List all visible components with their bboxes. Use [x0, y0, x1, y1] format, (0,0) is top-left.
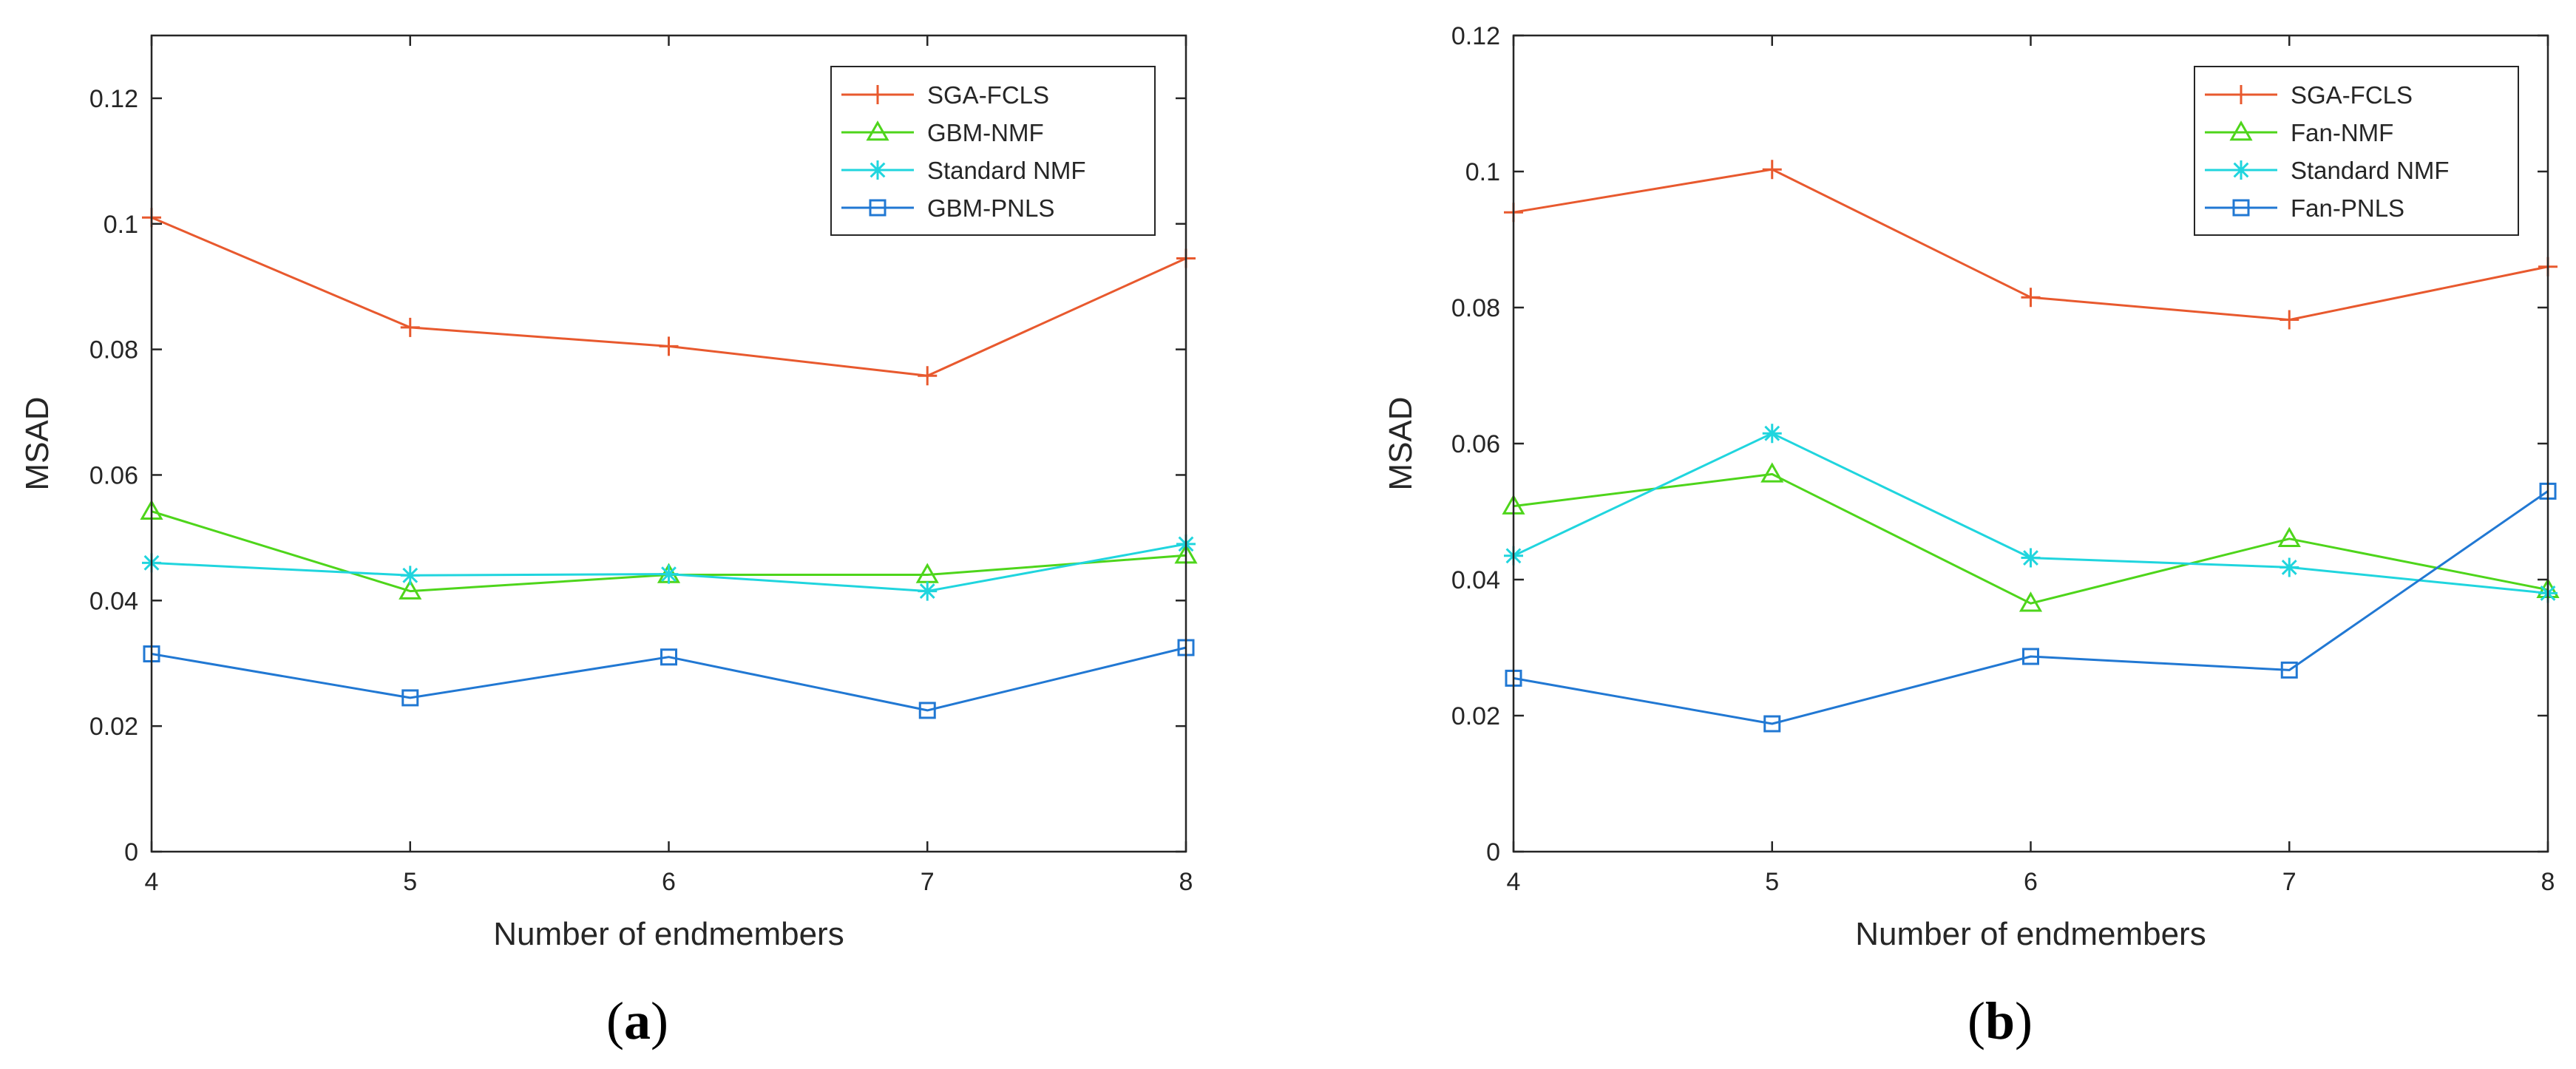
y-tick-label: 0.04	[89, 587, 138, 615]
legend-marker	[2231, 160, 2251, 180]
data-point-gbm-pnls	[401, 689, 419, 707]
series-line-standard-nmf	[1513, 432, 2549, 594]
legend-entry: Fan-NMF	[2291, 119, 2393, 146]
data-point-standard-nmf	[2280, 557, 2299, 577]
y-tick-label: 0.12	[89, 85, 138, 113]
data-point-fan-nmf	[1760, 462, 1784, 483]
data-point-sga-fcls	[659, 336, 679, 356]
legend-entry: GBM-NMF	[927, 119, 1044, 146]
y-tick-label: 0.02	[89, 713, 138, 741]
data-point-standard-nmf	[400, 566, 420, 586]
series-line-fan-nmf	[1513, 472, 2549, 605]
legend-marker	[868, 85, 887, 104]
y-axis-label: MSAD	[1383, 396, 1419, 490]
x-axis-label: Number of endmembers	[493, 916, 844, 952]
data-point-standard-nmf	[2021, 548, 2041, 568]
x-tick-label: 4	[145, 868, 159, 896]
data-point-standard-nmf	[918, 581, 938, 601]
caption-paren-close: )	[2015, 991, 2033, 1051]
x-tick-label: 8	[2541, 868, 2555, 896]
caption-letter: a	[624, 991, 651, 1051]
data-point-sga-fcls	[918, 366, 938, 386]
caption-paren-open: (	[606, 991, 624, 1051]
caption-paren-open: (	[1967, 991, 1985, 1051]
data-point-fan-pnls	[1763, 715, 1781, 733]
y-tick-label: 0.06	[89, 461, 138, 489]
caption-letter: b	[1985, 991, 2015, 1051]
x-tick-label: 5	[1765, 868, 1779, 896]
y-tick-label: 0.12	[1451, 22, 1500, 50]
x-axis-label: Number of endmembers	[1855, 916, 2206, 952]
y-tick-label: 0.02	[1451, 702, 1500, 730]
y-tick-label: 0	[1486, 838, 1500, 866]
y-tick-label: 0.06	[1451, 430, 1500, 458]
legend: SGA-FCLS Fan-NMF Standard NMF Fan-PNLS	[2194, 66, 2519, 236]
legend-entry: SGA-FCLS	[927, 81, 1049, 109]
y-tick-label: 0.1	[1465, 158, 1500, 186]
legend-entry: GBM-PNLS	[927, 194, 1054, 222]
legend-marker	[866, 120, 889, 141]
data-point-fan-nmf	[2277, 526, 2301, 548]
legend-entry: SGA-FCLS	[2291, 81, 2413, 109]
x-tick-label: 5	[403, 868, 417, 896]
x-tick-label: 4	[1507, 868, 1521, 896]
data-point-sga-fcls	[2021, 288, 2041, 308]
data-point-gbm-nmf	[399, 579, 422, 600]
legend-marker	[2231, 85, 2251, 104]
data-point-sga-fcls	[1762, 160, 1782, 180]
legend-entry: Fan-PNLS	[2291, 194, 2404, 222]
data-point-fan-pnls	[2280, 661, 2298, 679]
legend-entry: Standard NMF	[927, 157, 1086, 184]
legend-marker	[2229, 120, 2253, 141]
x-tick-label: 8	[1179, 868, 1193, 896]
x-tick-label: 7	[921, 868, 935, 896]
data-point-standard-nmf	[659, 564, 679, 584]
series-line-fan-pnls	[1513, 490, 2549, 725]
legend: SGA-FCLS GBM-NMF Standard NMF GBM-PNLS	[830, 66, 1156, 236]
x-tick-label: 7	[2282, 868, 2297, 896]
chart-panel-a: 4 5 6 7 8 0 0.02 0.04 0.06 0.08 0.1 0.12 Number of e…	[19, 34, 1198, 1051]
y-tick-label: 0.1	[104, 211, 138, 239]
data-point-fan-pnls	[2022, 648, 2039, 665]
panel-caption: (a)	[606, 991, 668, 1051]
y-tick-label: 0.08	[1451, 294, 1500, 322]
x-tick-label: 6	[662, 868, 676, 896]
data-point-sga-fcls	[2280, 310, 2299, 330]
caption-paren-close: )	[651, 991, 668, 1051]
data-point-gbm-pnls	[918, 702, 936, 719]
legend-marker	[868, 160, 887, 180]
data-point-standard-nmf	[1762, 424, 1782, 444]
y-tick-label: 0.08	[89, 336, 138, 364]
data-point-fan-nmf	[2019, 591, 2043, 612]
legend-entry: Standard NMF	[2291, 157, 2450, 184]
series-line-gbm-pnls	[151, 646, 1187, 712]
legend-marker	[869, 199, 887, 217]
y-tick-label: 0.04	[1451, 566, 1500, 594]
y-tick-label: 0	[124, 838, 138, 866]
x-tick-label: 6	[2024, 868, 2038, 896]
chart-panel-b: 4 5 6 7 8 0 0.02 0.04 0.06 0.08 0.1 0.12 Number of e…	[1383, 22, 2560, 1051]
data-point-gbm-pnls	[660, 648, 677, 666]
legend-marker	[2232, 199, 2250, 217]
y-axis-label: MSAD	[19, 396, 55, 490]
data-point-sga-fcls	[400, 317, 420, 337]
panel-caption: (b)	[1967, 991, 2033, 1051]
